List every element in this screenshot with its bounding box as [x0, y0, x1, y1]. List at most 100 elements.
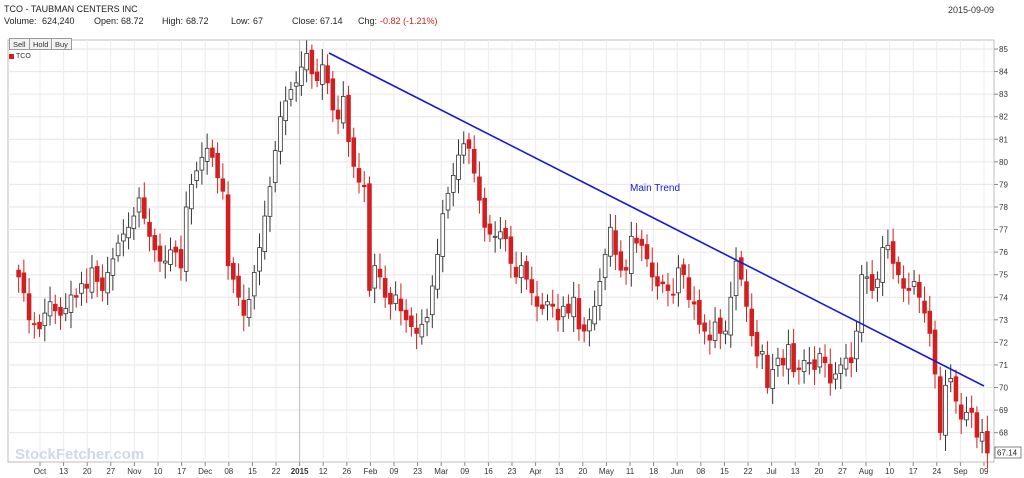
- candlestick: [906, 272, 912, 305]
- candle-body: [613, 230, 618, 255]
- candlestick: [864, 261, 870, 295]
- candle-body: [508, 236, 514, 264]
- candle-body: [723, 330, 728, 335]
- candlestick: [744, 269, 749, 322]
- candle-body: [812, 359, 817, 370]
- candle-body: [466, 139, 472, 149]
- candle-body: [969, 407, 974, 413]
- y-tick-label: 75: [999, 271, 1008, 280]
- candlestick: [786, 329, 791, 385]
- candle-body: [917, 281, 922, 298]
- candlestick: [519, 252, 524, 294]
- candle-body: [110, 258, 116, 276]
- x-tick-label: Feb: [364, 467, 378, 476]
- x-tick-label: 22: [744, 467, 753, 476]
- current-date: 2015-09-09: [948, 5, 995, 15]
- candle-body: [94, 266, 100, 282]
- candle-body: [168, 249, 173, 265]
- x-tick-label: 08: [224, 467, 233, 476]
- candlestick: [644, 234, 650, 267]
- candlestick: [979, 418, 985, 454]
- candlestick: [330, 70, 336, 122]
- hold-button[interactable]: Hold: [29, 38, 53, 50]
- candle-body: [901, 278, 906, 289]
- candlestick: [498, 217, 503, 249]
- candle-body: [47, 301, 53, 317]
- candle-body: [251, 272, 257, 297]
- buy-button[interactable]: Buy: [51, 38, 72, 50]
- x-tick-label: 20: [578, 467, 587, 476]
- y-tick-label: 82: [999, 113, 1008, 122]
- candle-body: [566, 303, 571, 314]
- candle-body: [639, 238, 645, 246]
- candlestick: [377, 253, 383, 290]
- candle-body: [288, 89, 294, 100]
- candle-body: [948, 378, 954, 383]
- candle-body: [52, 303, 58, 312]
- candle-body: [571, 296, 576, 318]
- candle-body: [843, 357, 849, 370]
- x-tick-label: Jun: [671, 467, 684, 476]
- candlestick: [42, 298, 48, 342]
- candlestick: [539, 292, 545, 315]
- candle-body: [885, 244, 891, 251]
- candle-body: [770, 369, 775, 389]
- candlestick: [393, 281, 398, 311]
- main-trend-annotation: Main Trend: [630, 183, 680, 194]
- candle-body: [314, 71, 320, 82]
- candle-body: [964, 411, 969, 421]
- candle-body: [807, 362, 812, 365]
- x-tick-label: 23: [508, 467, 517, 476]
- candlestick: [47, 286, 53, 326]
- candle-body: [718, 317, 723, 334]
- candlestick: [927, 295, 933, 347]
- candle-body: [492, 235, 498, 238]
- candlestick: [246, 287, 252, 327]
- candle-body: [896, 261, 901, 276]
- candlestick: [68, 280, 74, 329]
- y-tick-label: 71: [999, 361, 1008, 370]
- candle-body: [592, 305, 597, 325]
- y-tick-label: 78: [999, 203, 1008, 212]
- candlestick: [340, 81, 346, 129]
- candle-body: [162, 260, 168, 264]
- candle-body: [100, 277, 105, 291]
- candlestick: [639, 229, 645, 262]
- candlestick: [63, 293, 69, 322]
- x-tick-label: Aug: [859, 467, 873, 476]
- candle-body: [545, 301, 550, 306]
- candle-body: [414, 327, 419, 334]
- candlestick: [236, 263, 241, 307]
- candlestick: [325, 54, 330, 95]
- candlestick: [335, 95, 341, 135]
- candle-body: [927, 310, 933, 334]
- x-tick-label: 09: [460, 467, 469, 476]
- candlestick: [503, 219, 508, 252]
- candlestick: [791, 328, 796, 378]
- x-tick-label: 20: [83, 467, 92, 476]
- candlestick: [58, 297, 63, 330]
- candle-body: [759, 351, 765, 355]
- last-price-marker: 67.14: [994, 446, 1022, 459]
- candle-body: [875, 278, 880, 288]
- candle-body: [189, 184, 194, 210]
- candle-body: [665, 284, 671, 291]
- candle-body: [623, 267, 629, 271]
- sell-button[interactable]: Sell: [9, 38, 30, 50]
- candlestick: [351, 127, 357, 179]
- candlestick: [890, 228, 896, 280]
- candlestick: [660, 274, 666, 293]
- candle-body: [524, 261, 529, 280]
- candle-body: [932, 329, 938, 375]
- candlestick: [780, 349, 786, 377]
- candle-body: [487, 223, 493, 235]
- candlestick: [807, 347, 812, 375]
- candlestick: [398, 283, 404, 326]
- y-axis-ticks: 68 69 70 71 72 73 74 75 76 77 78 79 80 81 82 83 84 85: [994, 45, 1008, 438]
- candlestick: [854, 321, 859, 372]
- y-tick-label: 70: [999, 384, 1008, 393]
- candlestick: [749, 293, 755, 347]
- candle-body: [183, 206, 189, 272]
- candlestick: [707, 320, 713, 355]
